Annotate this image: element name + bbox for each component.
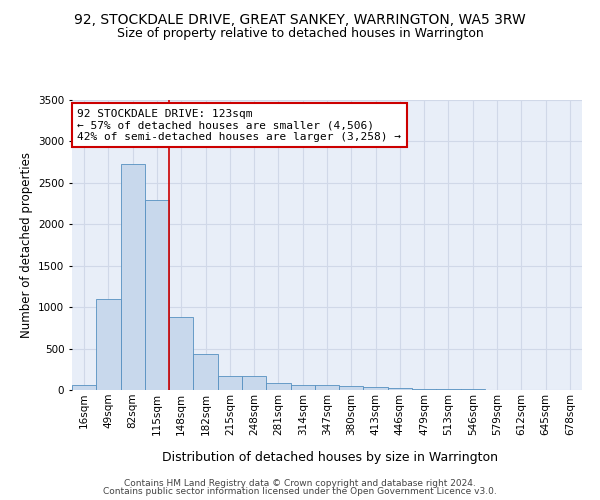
Bar: [72, 385, 96, 390]
Bar: [242, 376, 266, 390]
Bar: [121, 164, 145, 390]
Text: Distribution of detached houses by size in Warrington: Distribution of detached houses by size …: [162, 451, 498, 464]
Bar: [315, 386, 339, 390]
Bar: [266, 382, 290, 390]
Bar: [412, 389, 436, 390]
Bar: [145, 200, 169, 390]
Text: Contains public sector information licensed under the Open Government Licence v3: Contains public sector information licen…: [103, 487, 497, 496]
Bar: [436, 389, 461, 390]
Text: Size of property relative to detached houses in Warrington: Size of property relative to detached ho…: [116, 28, 484, 40]
Text: 92 STOCKDALE DRIVE: 123sqm
← 57% of detached houses are smaller (4,506)
42% of s: 92 STOCKDALE DRIVE: 123sqm ← 57% of deta…: [77, 108, 401, 142]
Bar: [193, 354, 218, 390]
Bar: [169, 317, 193, 390]
Bar: [290, 384, 315, 390]
Bar: [388, 388, 412, 390]
Text: Contains HM Land Registry data © Crown copyright and database right 2024.: Contains HM Land Registry data © Crown c…: [124, 478, 476, 488]
Text: 92, STOCKDALE DRIVE, GREAT SANKEY, WARRINGTON, WA5 3RW: 92, STOCKDALE DRIVE, GREAT SANKEY, WARRI…: [74, 12, 526, 26]
Bar: [96, 299, 121, 390]
Bar: [364, 387, 388, 390]
Y-axis label: Number of detached properties: Number of detached properties: [20, 152, 32, 338]
Bar: [339, 386, 364, 390]
Bar: [218, 376, 242, 390]
